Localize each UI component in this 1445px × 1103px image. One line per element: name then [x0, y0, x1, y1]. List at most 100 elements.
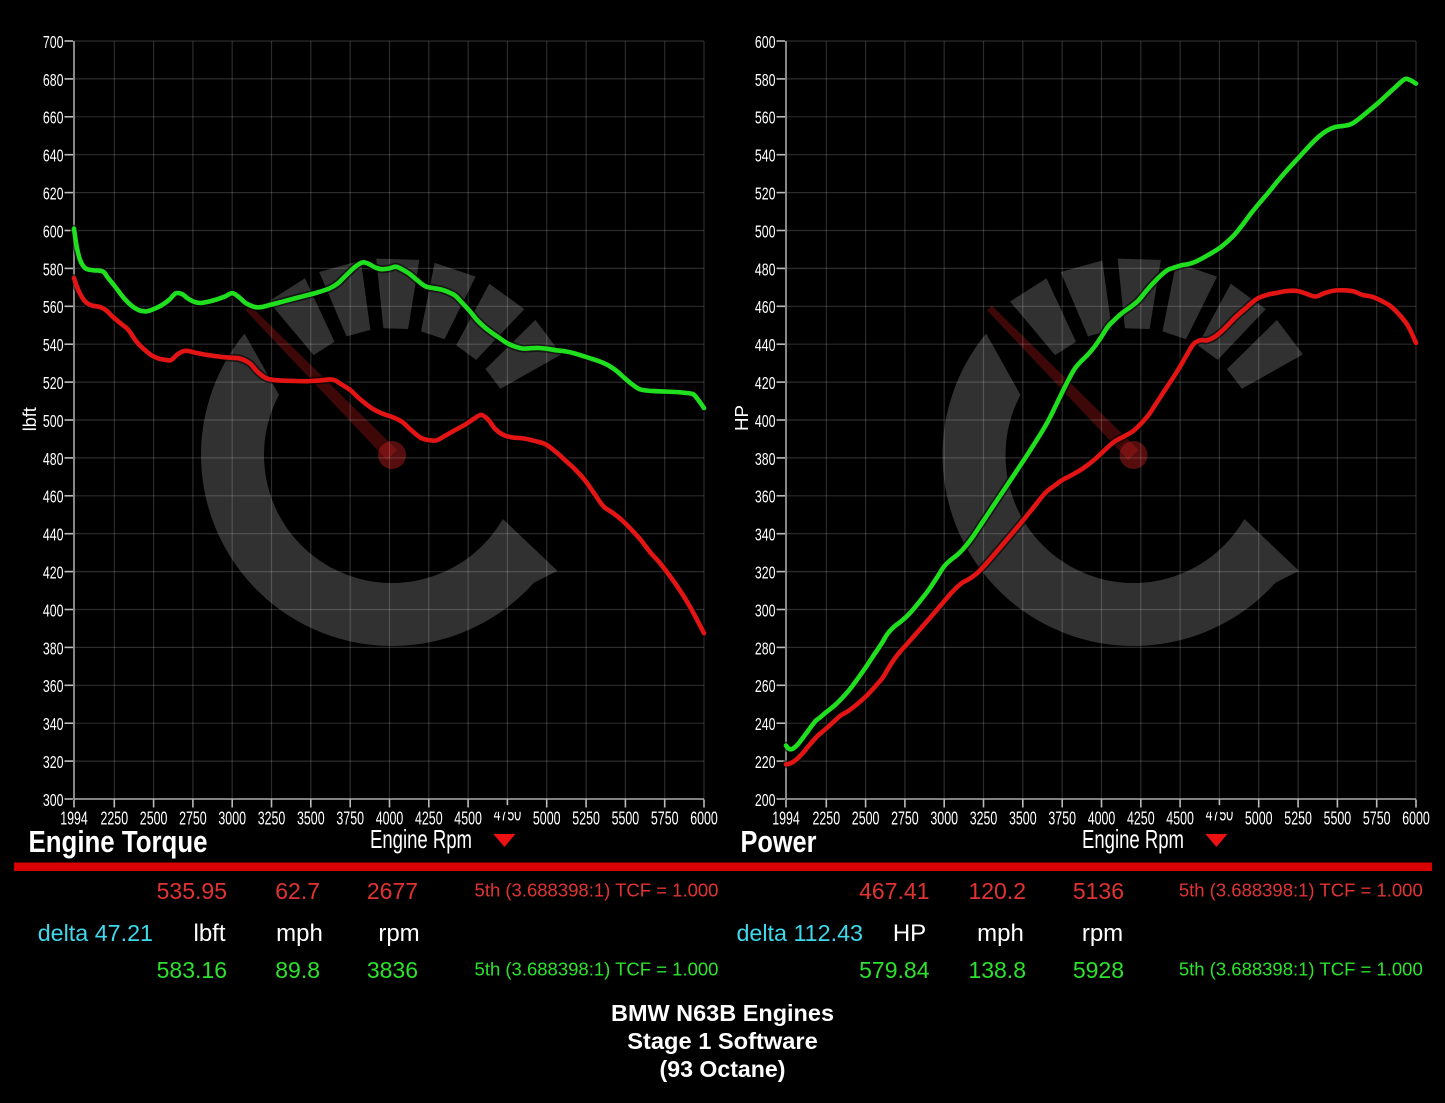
- svg-text:rpm: rpm: [1082, 920, 1123, 947]
- svg-text:260: 260: [755, 676, 776, 696]
- svg-text:delta 112.43: delta 112.43: [736, 920, 863, 946]
- svg-text:5th (3.688398:1) TCF = 1.000: 5th (3.688398:1) TCF = 1.000: [475, 959, 719, 980]
- svg-text:520: 520: [43, 373, 64, 393]
- svg-text:lbft: lbft: [193, 920, 225, 947]
- svg-text:5500: 5500: [1324, 809, 1352, 829]
- svg-text:6000: 6000: [690, 809, 718, 829]
- svg-text:460: 460: [43, 487, 64, 507]
- svg-text:535.95: 535.95: [157, 878, 227, 904]
- svg-text:lbft: lbft: [20, 407, 40, 431]
- svg-text:4500: 4500: [1166, 809, 1194, 829]
- svg-text:Engine Rpm: Engine Rpm: [1082, 824, 1184, 854]
- svg-text:520: 520: [755, 184, 776, 204]
- svg-text:280: 280: [755, 638, 776, 658]
- svg-text:2750: 2750: [891, 809, 919, 829]
- svg-text:1994: 1994: [60, 809, 88, 829]
- svg-text:Engine Rpm: Engine Rpm: [370, 824, 472, 854]
- svg-text:320: 320: [43, 752, 64, 772]
- svg-text:(93 Octane): (93 Octane): [660, 1056, 786, 1082]
- svg-text:200: 200: [755, 790, 776, 810]
- svg-text:5750: 5750: [1363, 809, 1391, 829]
- svg-text:3500: 3500: [1009, 809, 1037, 829]
- svg-text:delta 47.21: delta 47.21: [38, 920, 153, 946]
- svg-text:89.8: 89.8: [275, 957, 320, 983]
- svg-text:640: 640: [43, 146, 64, 166]
- svg-text:3836: 3836: [367, 957, 418, 983]
- svg-text:Power: Power: [741, 824, 817, 859]
- svg-text:2500: 2500: [852, 809, 880, 829]
- svg-text:138.8: 138.8: [968, 957, 1026, 983]
- svg-text:300: 300: [755, 600, 776, 620]
- svg-text:400: 400: [755, 411, 776, 431]
- svg-text:rpm: rpm: [378, 920, 419, 947]
- svg-text:460: 460: [755, 297, 776, 317]
- svg-text:420: 420: [755, 373, 776, 393]
- svg-text:540: 540: [43, 335, 64, 355]
- svg-text:500: 500: [43, 411, 64, 431]
- svg-text:480: 480: [43, 449, 64, 469]
- svg-text:3500: 3500: [297, 809, 325, 829]
- svg-text:5th (3.688398:1) TCF = 1.000: 5th (3.688398:1) TCF = 1.000: [475, 880, 719, 901]
- svg-text:120.2: 120.2: [968, 878, 1026, 904]
- svg-text:360: 360: [43, 676, 64, 696]
- svg-text:440: 440: [755, 335, 776, 355]
- svg-text:380: 380: [43, 638, 64, 658]
- svg-text:4250: 4250: [1127, 809, 1155, 829]
- svg-text:5500: 5500: [612, 809, 640, 829]
- svg-text:62.7: 62.7: [275, 878, 320, 904]
- svg-text:420: 420: [43, 563, 64, 583]
- svg-text:2750: 2750: [179, 809, 207, 829]
- svg-text:560: 560: [755, 108, 776, 128]
- svg-text:3000: 3000: [930, 809, 958, 829]
- svg-text:5000: 5000: [1245, 809, 1273, 829]
- svg-text:680: 680: [43, 70, 64, 90]
- svg-text:400: 400: [43, 600, 64, 620]
- svg-text:HP: HP: [893, 920, 926, 947]
- svg-text:320: 320: [755, 563, 776, 583]
- svg-text:5928: 5928: [1073, 957, 1124, 983]
- svg-text:mph: mph: [977, 920, 1024, 947]
- svg-text:579.84: 579.84: [859, 957, 930, 983]
- svg-text:583.16: 583.16: [157, 957, 227, 983]
- svg-text:2500: 2500: [140, 809, 168, 829]
- svg-text:3250: 3250: [258, 809, 286, 829]
- svg-text:560: 560: [43, 297, 64, 317]
- svg-text:BMW N63B Engines: BMW N63B Engines: [611, 1000, 834, 1026]
- svg-text:5136: 5136: [1073, 878, 1124, 904]
- svg-text:600: 600: [755, 32, 776, 52]
- svg-text:1994: 1994: [772, 809, 800, 829]
- svg-text:380: 380: [755, 449, 776, 469]
- svg-text:467.41: 467.41: [859, 878, 929, 904]
- svg-text:5000: 5000: [533, 809, 561, 829]
- svg-text:3250: 3250: [970, 809, 998, 829]
- svg-text:Stage 1 Software: Stage 1 Software: [627, 1028, 818, 1054]
- svg-text:340: 340: [755, 525, 776, 545]
- svg-text:4000: 4000: [376, 809, 404, 829]
- svg-text:240: 240: [755, 714, 776, 734]
- svg-text:500: 500: [755, 221, 776, 241]
- svg-text:2677: 2677: [367, 878, 418, 904]
- svg-text:5750: 5750: [651, 809, 679, 829]
- svg-text:580: 580: [755, 70, 776, 90]
- svg-text:4500: 4500: [454, 809, 482, 829]
- svg-text:540: 540: [755, 146, 776, 166]
- svg-text:580: 580: [43, 259, 64, 279]
- svg-text:3000: 3000: [218, 809, 246, 829]
- svg-text:5250: 5250: [572, 809, 600, 829]
- svg-text:480: 480: [755, 259, 776, 279]
- svg-text:440: 440: [43, 525, 64, 545]
- svg-text:4000: 4000: [1088, 809, 1116, 829]
- svg-text:660: 660: [43, 108, 64, 128]
- svg-text:4250: 4250: [415, 809, 443, 829]
- svg-text:5th (3.688398:1) TCF = 1.000: 5th (3.688398:1) TCF = 1.000: [1179, 959, 1423, 980]
- svg-text:700: 700: [43, 32, 64, 52]
- svg-text:620: 620: [43, 184, 64, 204]
- svg-text:2250: 2250: [101, 809, 129, 829]
- svg-text:5250: 5250: [1284, 809, 1312, 829]
- svg-text:340: 340: [43, 714, 64, 734]
- svg-text:600: 600: [43, 221, 64, 241]
- svg-text:3750: 3750: [1048, 809, 1076, 829]
- svg-text:220: 220: [755, 752, 776, 772]
- svg-text:HP: HP: [732, 405, 752, 431]
- svg-text:300: 300: [43, 790, 64, 810]
